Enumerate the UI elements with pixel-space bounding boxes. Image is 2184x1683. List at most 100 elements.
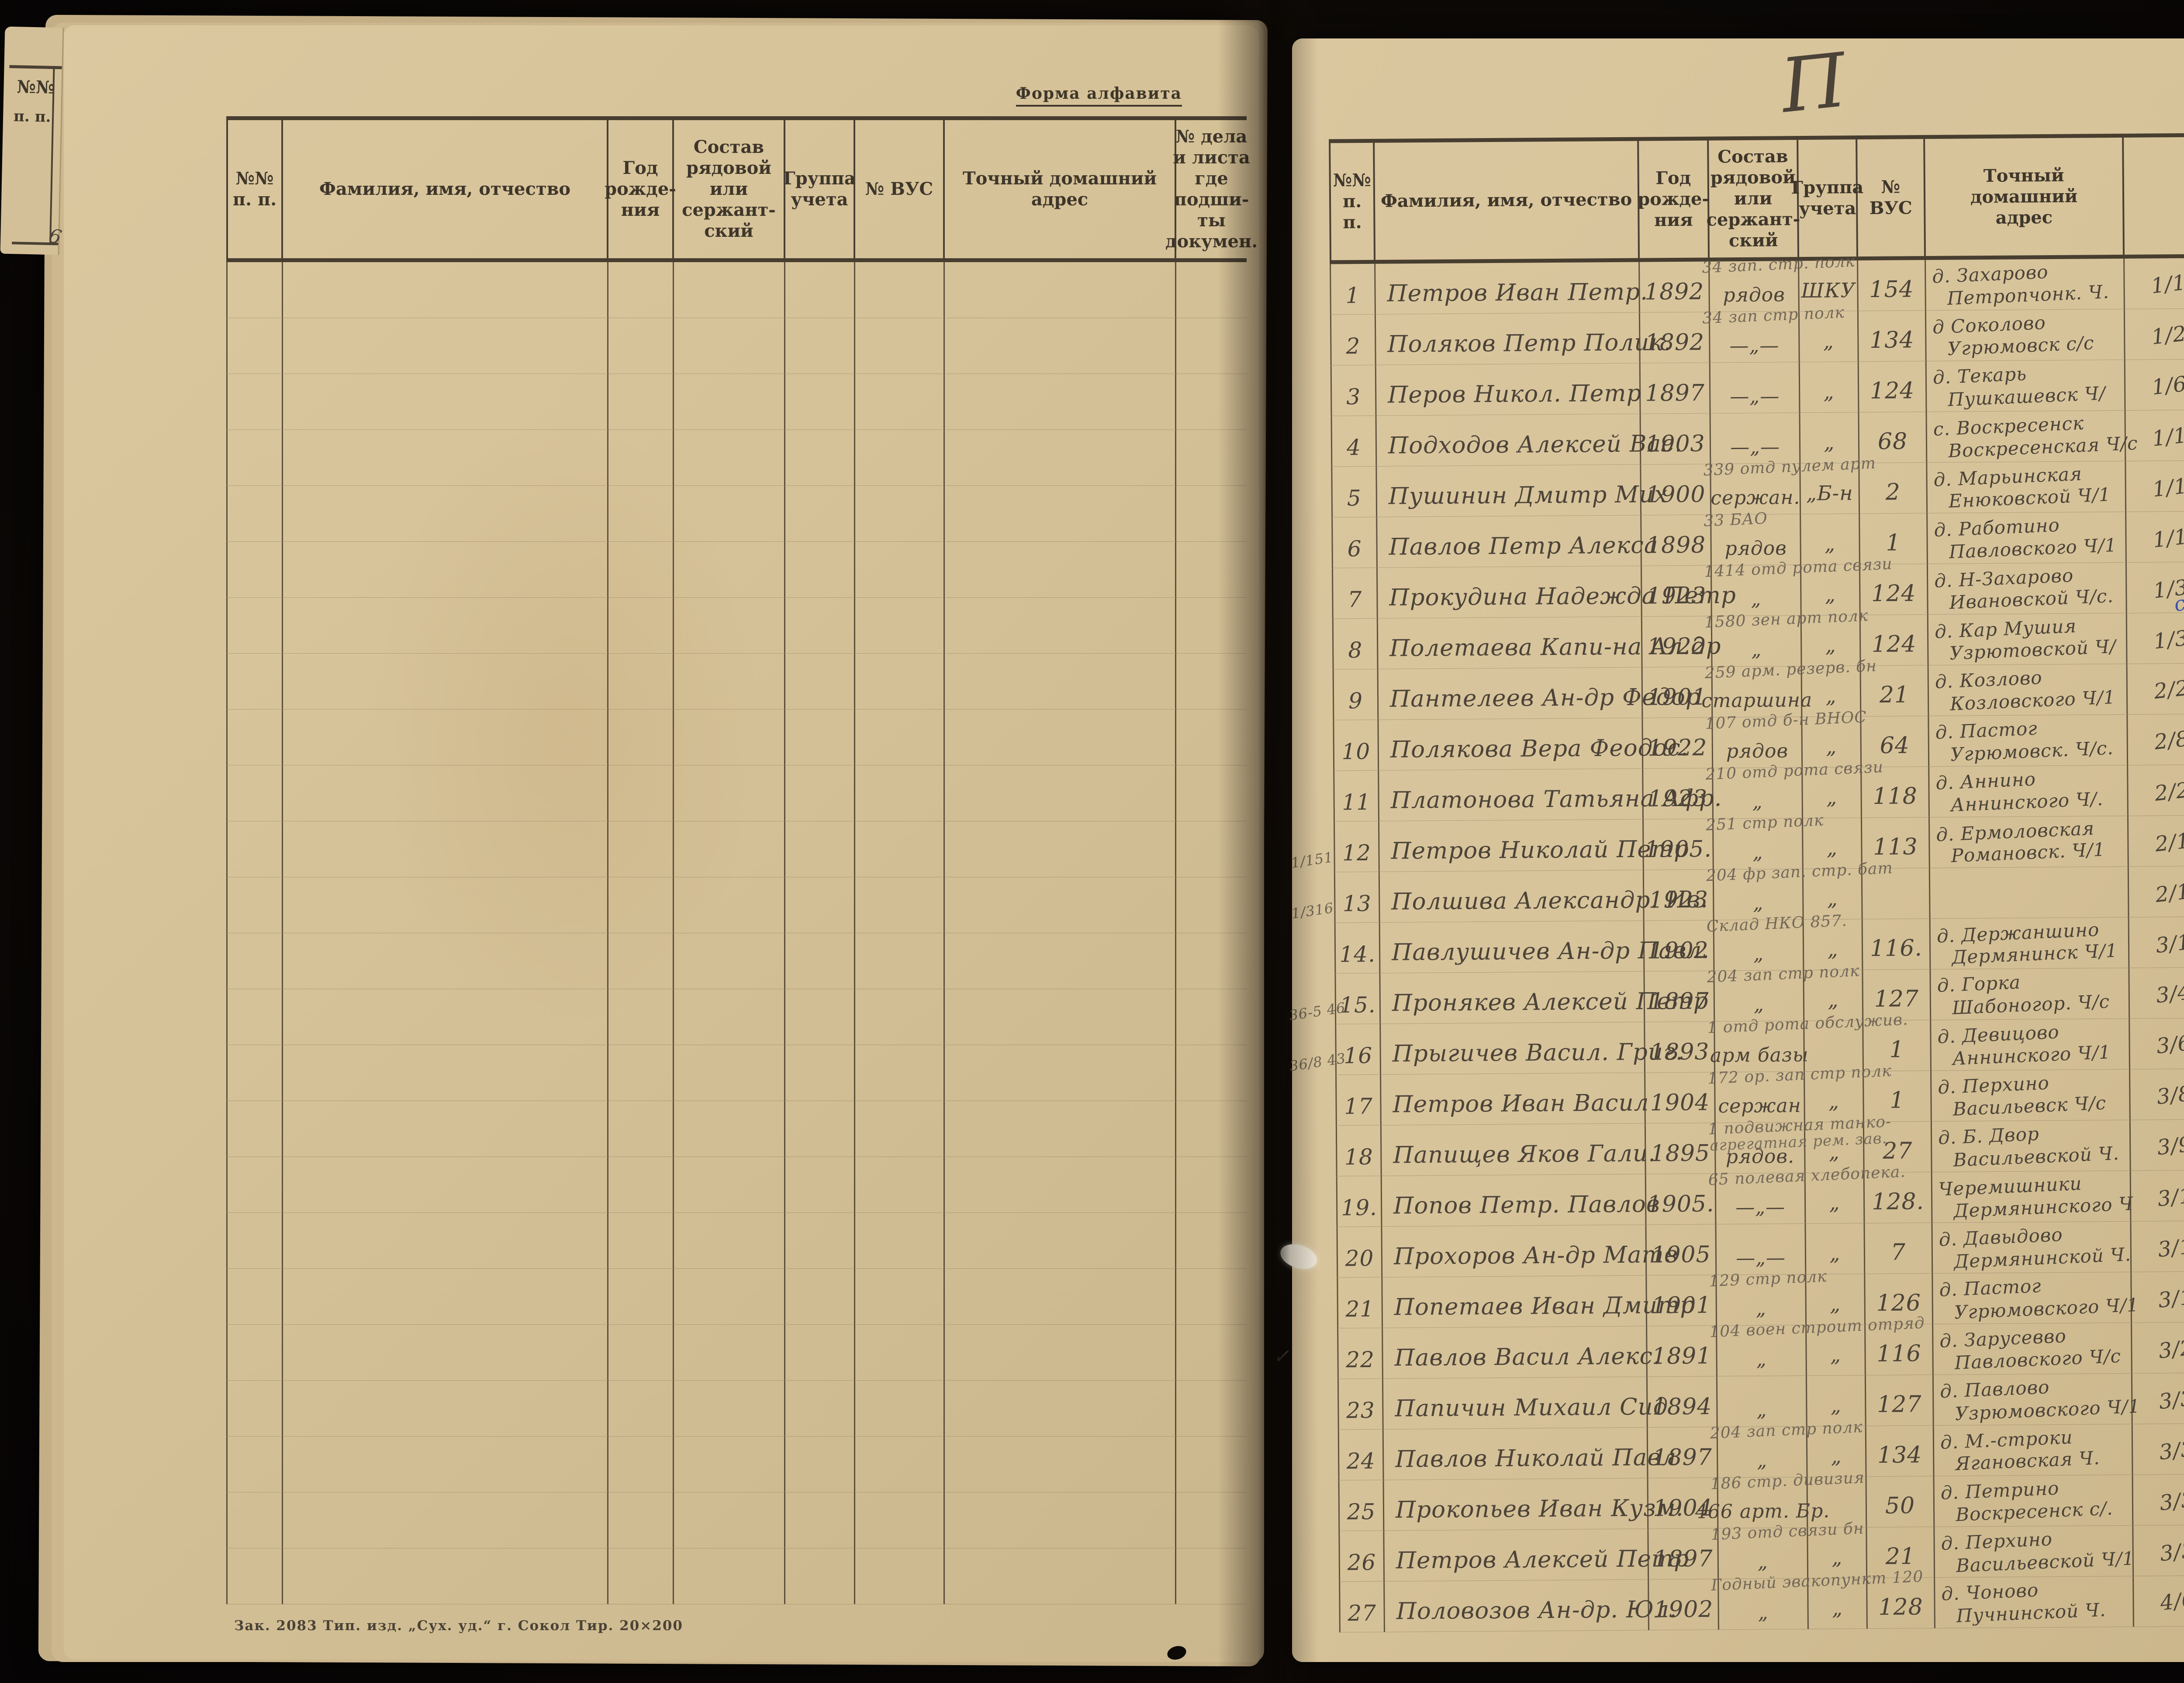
empty-cell bbox=[1176, 1381, 1247, 1437]
file-number-1: 3/60 bbox=[2155, 1028, 2184, 1059]
table-row: 8 Полетаева Капи-на Ал.др 1922 1580 зен … bbox=[1332, 607, 2184, 670]
empty-cell bbox=[1176, 821, 1247, 877]
margin-note bbox=[1285, 409, 1330, 416]
empty-cell bbox=[945, 374, 1176, 430]
address-cell: д. Аннино Аннинского Ч/. bbox=[1929, 765, 2129, 818]
empty-cell bbox=[226, 933, 283, 989]
name-cell: Поляков Петр Полик. bbox=[1375, 312, 1672, 365]
address-cell bbox=[1930, 866, 2129, 919]
empty-cell bbox=[945, 1437, 1176, 1493]
empty-table-row bbox=[226, 877, 1247, 933]
empty-cell bbox=[674, 262, 785, 318]
file-number-1: 1/21. bbox=[2150, 319, 2184, 350]
empty-cell bbox=[855, 1157, 945, 1213]
empty-table-row bbox=[226, 933, 1247, 989]
empty-cell bbox=[945, 1157, 1176, 1213]
empty-table-row bbox=[226, 1548, 1247, 1604]
name-cell: Попов Петр. Павлов bbox=[1382, 1174, 1660, 1227]
address-cell: д. Петрино Воскресенск с/. bbox=[1934, 1475, 2134, 1527]
empty-cell bbox=[226, 1548, 283, 1604]
address-cell: д. Девицово Аннинского Ч/1 bbox=[1931, 1018, 2131, 1071]
table-row: 21 Попетаев Иван Дмитр 1901 129 стр полк… bbox=[1337, 1267, 2184, 1329]
table-row: 1/151 12 Петров Николай Петр 1905. 251 с… bbox=[1290, 811, 2184, 873]
empty-cell bbox=[283, 1101, 608, 1157]
empty-cell bbox=[226, 1493, 283, 1548]
rank-cell: 65 полевая хлебопека. —„— bbox=[1708, 1163, 1906, 1225]
empty-cell bbox=[1176, 1045, 1247, 1101]
empty-cell bbox=[945, 1493, 1176, 1548]
rank-cell: 193 отд связи бн „ bbox=[1711, 1520, 1864, 1579]
birth-year-cell: 1923 bbox=[1641, 565, 1712, 617]
empty-table-row bbox=[226, 598, 1247, 654]
column-header: Год рожде- ния bbox=[605, 120, 676, 258]
name-cell: Попетаев Иван Дмитр bbox=[1382, 1275, 1695, 1328]
file-number-1: 1/149 bbox=[2151, 521, 2184, 553]
row-number-cell: 17 bbox=[1335, 1074, 1382, 1126]
empty-cell bbox=[674, 1213, 785, 1269]
empty-cell bbox=[608, 1101, 674, 1157]
empty-cell bbox=[1176, 710, 1247, 765]
birth-year-cell: 1904 bbox=[1645, 1072, 1716, 1124]
address-cell: д. М.-строки Ягановская Ч. bbox=[1934, 1424, 2133, 1476]
file-number-1: 3/170 bbox=[2154, 926, 2184, 958]
table-row: 9 Пантелеев Ан-др Федор 1901 259 арм. ре… bbox=[1332, 657, 2184, 720]
column-header: № ВУС bbox=[1857, 139, 1926, 257]
row-number-cell: 20 bbox=[1336, 1226, 1383, 1278]
empty-cell bbox=[1176, 933, 1247, 989]
table-row: 23 Папичин Михаил Сид 1894 „ „ 127 д. Па… bbox=[1337, 1371, 2184, 1430]
empty-cell bbox=[283, 989, 608, 1045]
name-cell: Половозов Ан-др. Юл. bbox=[1385, 1579, 1677, 1632]
table-row: 1 Петров Иван Петр. 1892 34 зап. стр. по… bbox=[1330, 253, 2184, 315]
stub-rule bbox=[9, 65, 62, 69]
address-line1: д. Девицово bbox=[1937, 1021, 2060, 1048]
address-cell: д. Текарь Пушкашевск Ч/ bbox=[1926, 360, 2126, 412]
file-number-1: 3/149 bbox=[2156, 1281, 2184, 1313]
birth-year-cell: 1894 bbox=[1647, 1376, 1718, 1428]
file-number-1: 2/88 bbox=[2153, 724, 2184, 755]
file-number-cell: 2/24 1/145 bbox=[2127, 662, 2184, 715]
empty-cell bbox=[945, 933, 1176, 989]
empty-cell bbox=[785, 1157, 855, 1213]
file-number-cell: 3/149 36-5/56 bbox=[2132, 1270, 2184, 1323]
empty-cell bbox=[674, 486, 785, 542]
address-cell: д. Пастог Угрюмовск. Ч/с. bbox=[1929, 714, 2129, 767]
empty-cell bbox=[1176, 318, 1247, 374]
rank-value: —„— bbox=[1735, 1196, 1786, 1219]
empty-cell bbox=[1176, 1437, 1247, 1493]
empty-cell bbox=[283, 1213, 608, 1269]
table-body: 1 Петров Иван Петр. 1892 34 зап. стр. по… bbox=[1273, 253, 2184, 1633]
name-cell: Полшива Александр. Ив. bbox=[1379, 870, 1708, 923]
row-number-cell: 4 bbox=[1330, 416, 1377, 467]
right-page: П 167. Форма алфавита №№ п. п.Фамилия, и… bbox=[1273, 37, 2184, 1662]
address-line1: д. Перхино bbox=[1940, 1528, 2053, 1554]
address-line1: д. Работино bbox=[1933, 514, 2060, 541]
margin-note bbox=[1292, 1473, 1337, 1480]
empty-table-row bbox=[226, 1269, 1247, 1325]
address-cell: д. Ермоловская Романовск. Ч/1 bbox=[1929, 816, 2129, 869]
file-number-cell: 3/375 bbox=[2132, 1371, 2184, 1424]
file-number-1: 3/100 bbox=[2156, 1180, 2184, 1212]
row-number-cell: 26 bbox=[1338, 1531, 1385, 1582]
rank-cell: —„— bbox=[1716, 1224, 1807, 1275]
file-number-cell: 1/317 1/17 bbox=[2127, 611, 2184, 664]
empty-cell bbox=[283, 1381, 608, 1437]
empty-cell bbox=[608, 1269, 674, 1325]
empty-cell bbox=[855, 542, 945, 598]
address-cell: Черемишники Дермянинского Ч bbox=[1932, 1170, 2134, 1223]
empty-cell bbox=[608, 542, 674, 598]
stub-header-text: п. п. bbox=[13, 107, 51, 126]
file-number-1: 3/265 bbox=[2157, 1332, 2184, 1364]
empty-cell bbox=[785, 1381, 855, 1437]
address-cell: д. Давыдово Дермянинской Ч. bbox=[1932, 1221, 2132, 1274]
rank-cell: 204 зап стр полк „ bbox=[1710, 1418, 1863, 1478]
empty-cell bbox=[945, 542, 1176, 598]
birth-year-cell: 1893 bbox=[1645, 1022, 1716, 1073]
empty-cell bbox=[855, 1101, 945, 1157]
empty-cell bbox=[855, 262, 945, 318]
margin-note bbox=[1286, 612, 1331, 618]
empty-cell bbox=[945, 598, 1176, 654]
margin-note bbox=[1293, 1524, 1338, 1531]
empty-table-row bbox=[226, 1437, 1247, 1493]
rank-cell: 104 воен строит отряд „ bbox=[1709, 1314, 1925, 1377]
empty-cell bbox=[945, 430, 1176, 486]
